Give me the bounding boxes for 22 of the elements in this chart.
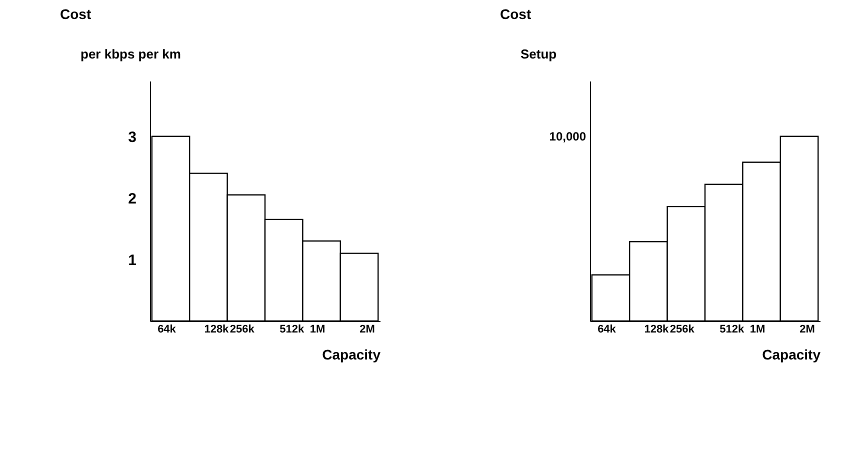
- y-tick-label: 3: [128, 128, 136, 146]
- chart-title: Cost: [60, 6, 92, 22]
- x-axis-title: Capacity: [762, 346, 821, 362]
- y-tick-label: 1: [128, 252, 136, 269]
- y-axis-title: per kbps per km: [80, 46, 181, 62]
- x-tick-label: 512k: [280, 324, 305, 336]
- x-tick-label: 2M: [360, 324, 375, 336]
- chart-title: Cost: [500, 6, 532, 22]
- text: 10,000: [549, 129, 586, 144]
- y-axis-title: Setup: [520, 46, 557, 62]
- y-tick-label: 2: [128, 190, 136, 208]
- x-tick-label: 128k: [204, 324, 230, 336]
- x-tick-label: 1M: [310, 324, 326, 336]
- x-axis-title: Capacity: [322, 346, 381, 362]
- x-tick-label: 128k: [644, 324, 670, 336]
- x-tick-label: 512k: [720, 324, 745, 336]
- x-tick-label: 2M: [800, 324, 815, 336]
- x-tick-label: 1M: [750, 324, 766, 336]
- x-tick-label: 256k: [670, 324, 696, 336]
- x-tick-label: 64k: [598, 324, 617, 336]
- x-tick-label: 256k: [230, 324, 256, 336]
- x-tick-label: 64k: [158, 324, 177, 336]
